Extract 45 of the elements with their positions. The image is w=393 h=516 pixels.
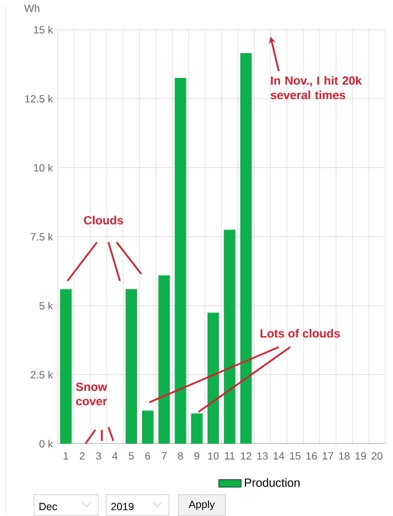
y-tick-label: 7.5 k: [30, 232, 54, 241]
annotation: Lots of clouds: [260, 328, 340, 338]
annotation: Snow cover: [76, 382, 108, 406]
x-tick-label: 3: [96, 452, 102, 460]
x-tick-label: 13: [257, 452, 268, 460]
annotation: In Nov., I hit 20k several times: [270, 76, 362, 100]
x-tick-label: 17: [322, 452, 334, 460]
x-tick-label: 2: [80, 452, 85, 460]
text: 2019: [111, 502, 134, 510]
bar: [191, 413, 203, 444]
x-tick-label: 6: [145, 452, 150, 460]
bar: [158, 275, 170, 444]
bar: [142, 410, 154, 444]
x-tick-label: 12: [240, 452, 252, 460]
x-tick-label: 5: [128, 452, 134, 460]
y-tick-label: 5 k: [39, 302, 54, 310]
bar: [174, 78, 186, 444]
bar: [240, 53, 252, 444]
x-tick-label: 10: [208, 452, 219, 460]
bar: [207, 312, 219, 444]
y-tick-label: 12.5 k: [25, 94, 54, 103]
x-tick-label: 14: [274, 452, 284, 460]
y-tick-label: 2.5 k: [30, 370, 54, 379]
x-tick-label: 7: [162, 452, 166, 460]
text: Apply: [188, 500, 215, 510]
y-tick-label: 0 k: [39, 440, 54, 448]
x-tick-label: 11: [224, 452, 235, 460]
x-tick-label: 18: [339, 452, 350, 460]
x-tick-label: 8: [178, 452, 183, 460]
x-tick-label: 15: [290, 452, 300, 460]
x-tick-label: 1: [64, 452, 68, 460]
legend-label: Production: [244, 478, 300, 487]
x-tick-label: 16: [306, 452, 317, 460]
x-tick-label: 9: [194, 452, 200, 460]
text: Dec: [40, 502, 58, 510]
y-axis-title: Wh: [24, 4, 40, 12]
x-tick-label: 4: [112, 452, 118, 460]
y-tick-label: 15 k: [34, 26, 54, 34]
bar: [60, 289, 72, 444]
y-tick-label: 10 k: [34, 164, 54, 172]
bar: [126, 289, 138, 444]
annotation: Clouds: [84, 216, 123, 224]
x-tick-label: 20: [372, 452, 382, 460]
bar: [224, 230, 236, 444]
x-tick-label: 19: [356, 452, 366, 460]
